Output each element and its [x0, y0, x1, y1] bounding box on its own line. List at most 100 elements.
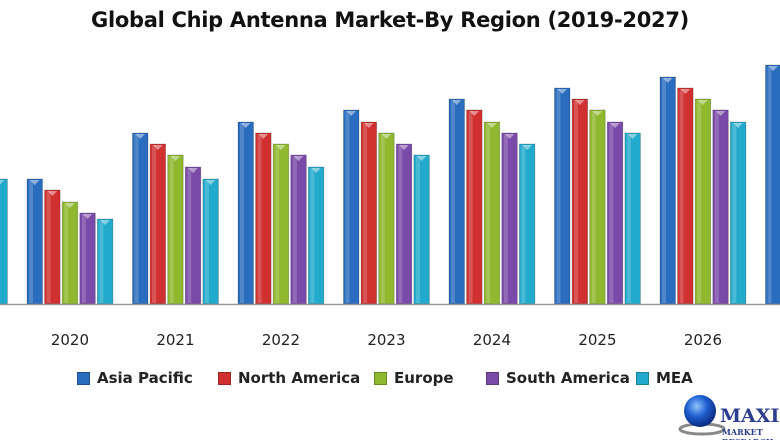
bar-highlight [714, 111, 719, 303]
bar-cap [82, 214, 93, 219]
bar-mea-2019 [0, 178, 8, 305]
bar-highlight [486, 123, 491, 303]
bar-highlight [679, 89, 684, 303]
bar-cap [188, 168, 198, 173]
legend-item-south-america: South America [486, 369, 630, 387]
bar-cap [522, 145, 532, 150]
bar-highlight [732, 123, 737, 303]
bar-cap [47, 191, 58, 196]
legend-swatch [374, 371, 387, 385]
bar-cap [135, 134, 145, 139]
bar-cap [416, 156, 427, 161]
bar-cap [311, 168, 321, 173]
x-tick-label-2025: 2025 [578, 331, 616, 349]
bar-cap [768, 66, 778, 71]
bar-highlight [152, 145, 157, 303]
bar-highlight [521, 145, 526, 303]
bar-highlight [697, 100, 702, 303]
x-tick-label-2021: 2021 [156, 331, 194, 349]
bar-cap [205, 180, 216, 185]
legend-swatch [486, 371, 499, 385]
bar-highlight [345, 111, 350, 303]
bar-highlight [556, 89, 561, 303]
bar-highlight [591, 111, 596, 303]
legend-label: Europe [394, 369, 454, 387]
bar-highlight [204, 180, 209, 303]
bar-cap [293, 156, 304, 161]
bar-cap [469, 111, 480, 116]
logo-text: MAXIMIZE [720, 405, 780, 427]
logo-subtext: MARKET RESEARCH [722, 427, 773, 440]
legend-item-asia-pacific: Asia Pacific [77, 369, 193, 387]
bar-cap [170, 156, 181, 161]
bar-highlight [609, 123, 614, 303]
globe-icon [678, 395, 726, 436]
bar-highlight [46, 191, 51, 303]
bar-highlight [310, 168, 315, 303]
plot-area: 2020 2021 2022 2023 2024 2025 2026 [0, 64, 780, 349]
bar-highlight [64, 203, 69, 303]
bar-highlight [257, 134, 262, 303]
x-tick-label-2026: 2026 [684, 331, 722, 349]
legend-label: MEA [656, 369, 693, 387]
legend-swatch [77, 371, 90, 385]
bar-highlight [187, 168, 192, 303]
bar-highlight [398, 145, 403, 303]
bar-cap [65, 203, 75, 208]
bar-cap [733, 123, 743, 128]
bar-highlight [29, 180, 33, 303]
bar-cap [100, 220, 110, 225]
x-tick-label-2020: 2020 [51, 331, 89, 349]
bar-cap [276, 145, 286, 150]
bar-cap [452, 100, 462, 105]
bar-highlight [767, 66, 772, 303]
bar-cap [680, 89, 691, 94]
bar-highlight [662, 78, 666, 303]
bar-cap [364, 123, 374, 128]
bar-highlight [169, 156, 174, 303]
x-tick-label-2023: 2023 [367, 331, 405, 349]
bar-cap [663, 78, 673, 83]
bar-highlight [468, 111, 473, 303]
x-tick-label-2024: 2024 [473, 331, 511, 349]
bar-highlight [240, 123, 244, 303]
bar-highlight [380, 134, 385, 303]
x-tick-label-2022: 2022 [262, 331, 300, 349]
bar-highlight [626, 134, 631, 303]
chart-title: Global Chip Antenna Market-By Region (20… [91, 8, 689, 32]
bar-cap [30, 180, 40, 185]
bar-cap [0, 180, 5, 185]
bar-cap [504, 134, 515, 139]
legend-swatch [636, 371, 649, 385]
bar-cap [241, 123, 251, 128]
legend-label: Asia Pacific [97, 369, 193, 387]
bar-highlight [451, 100, 455, 303]
bar-highlight [503, 134, 508, 303]
legend-label: South America [506, 369, 630, 387]
bar-cap [610, 123, 620, 128]
bar-cap [575, 100, 585, 105]
bar-highlight [415, 156, 420, 303]
bar-highlight [574, 100, 579, 303]
legend-label: North America [238, 369, 361, 387]
bar-cap [627, 134, 638, 139]
maximize-market-research-logo: MAXIMIZE MARKET RESEARCH [672, 393, 780, 440]
bar-cap [381, 134, 392, 139]
bar-cap [557, 89, 567, 94]
legend-item-europe: Europe [374, 369, 454, 387]
bar-highlight [363, 123, 368, 303]
legend-item-mea: MEA [636, 369, 693, 387]
legend-swatch [218, 371, 231, 385]
bar-highlight [275, 145, 280, 303]
bar-cap [399, 145, 409, 150]
bar-highlight [134, 134, 139, 303]
bar-cap [698, 100, 708, 105]
bar-highlight [99, 220, 104, 303]
legend-item-north-america: North America [218, 369, 360, 387]
bar-cap [346, 111, 356, 116]
bar-highlight [81, 214, 86, 303]
bar-cap [592, 111, 603, 116]
bar-cap [715, 111, 726, 116]
bar-cap [258, 134, 269, 139]
